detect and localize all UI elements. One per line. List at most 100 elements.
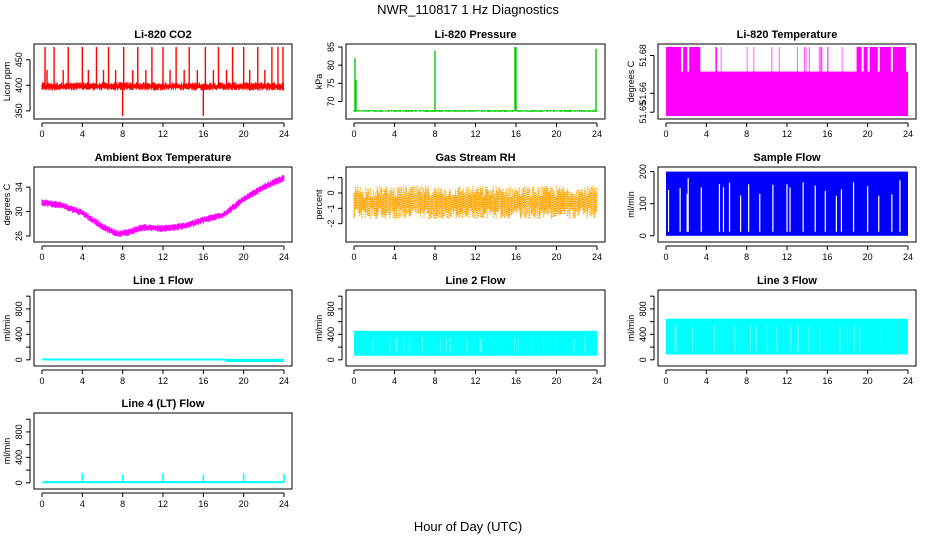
x-tick-label-ambient-0: 0	[39, 252, 44, 262]
x-tick-label-co2-2: 8	[120, 129, 125, 139]
panel-title-line2: Line 2 Flow	[446, 275, 506, 287]
x-tick-label-rh-2: 8	[432, 252, 437, 262]
panel-line4: Line 4 (LT) Flow ml/min 0 4 8 12 16 20 24 0 400 800	[2, 398, 293, 509]
x-axis-rh: 0 4 8 12 16 20 24	[351, 245, 602, 262]
y-tick-label-pressure-1: 75	[326, 78, 336, 88]
y-tick-label-pressure-3: 85	[326, 42, 336, 52]
y-tick-label-pressure-0: 70	[326, 96, 336, 106]
ylabel-rh: percent	[314, 189, 324, 220]
series-rh	[353, 185, 598, 219]
x-tick-label-line1-6: 24	[279, 376, 289, 386]
x-tick-label-line1-1: 4	[80, 376, 85, 386]
x-tick-label-ambient-1: 4	[80, 252, 85, 262]
y-tick-label-line4-4: 800	[14, 424, 24, 439]
x-axis-pressure: 0 4 8 12 16 20 24	[351, 122, 602, 139]
y-tick-label-pressure-2: 80	[326, 60, 336, 70]
y-tick-label-co2-1: 400	[14, 78, 24, 93]
y-tick-label-temperature-0: 51.65	[638, 101, 648, 124]
x-tick-label-line4-2: 8	[120, 499, 125, 509]
panel-title-sample: Sample Flow	[753, 152, 821, 164]
y-tick-label-temperature-2: 51.68	[638, 44, 648, 67]
x-tick-label-temperature-3: 12	[782, 129, 792, 139]
ylabel-line3: ml/min	[626, 315, 636, 342]
x-tick-label-ambient-3: 12	[158, 252, 168, 262]
frame-co2	[33, 43, 293, 120]
panel-title-co2: Li-820 CO2	[134, 29, 191, 41]
y-axis-ambient: 26 30 34	[14, 182, 31, 241]
y-tick-label-rh-3: 1	[326, 175, 336, 180]
frame-line1	[33, 289, 293, 367]
x-tick-label-pressure-0: 0	[351, 129, 356, 139]
x-tick-label-line2-0: 0	[351, 376, 356, 386]
x-tick-label-line2-5: 20	[551, 376, 561, 386]
x-tick-label-pressure-6: 24	[592, 129, 602, 139]
y-tick-label-line1-4: 800	[14, 301, 24, 316]
x-tick-label-line4-4: 16	[198, 499, 208, 509]
x-axis-line1: 0 4 8 12 16 20 24	[39, 369, 289, 386]
x-tick-label-line3-4: 16	[822, 376, 832, 386]
panel-line1: Line 1 Flow ml/min 0 4 8 12 16 20 24 0 400 800	[2, 275, 293, 386]
y-axis-co2: 350 400 450	[14, 52, 31, 118]
y-tick-label-line1-2: 400	[14, 327, 24, 342]
x-tick-label-sample-3: 12	[782, 252, 792, 262]
series-line3	[666, 318, 908, 355]
y-axis-rh: -2 -1 0 1	[326, 175, 343, 228]
x-tick-label-sample-0: 0	[663, 252, 668, 262]
ylabel-ambient: degrees C	[2, 183, 12, 225]
flow-band-line2-0	[354, 330, 597, 356]
frame-line2	[345, 289, 606, 367]
y-tick-label-temperature-1: 51.66	[638, 82, 648, 105]
panel-line3: Line 3 Flow ml/min 0 4 8 12 16 20 24 0 400 800	[626, 275, 917, 386]
series-sample	[666, 171, 908, 236]
x-tick-label-line2-1: 4	[392, 376, 397, 386]
x-tick-label-sample-6: 24	[903, 252, 913, 262]
block-temperature-3	[715, 47, 717, 73]
y-tick-label-line4-2: 400	[14, 450, 24, 465]
x-tick-label-line4-6: 24	[279, 499, 289, 509]
series-line2	[354, 330, 597, 356]
series-ambient	[41, 175, 285, 237]
ylabel-co2: Licor ppm	[2, 62, 12, 102]
panel-line2: Line 2 Flow ml/min 0 4 8 12 16 20 24 0 400 800	[314, 275, 606, 386]
series-temperature	[666, 47, 908, 116]
y-tick-label-co2-2: 450	[14, 52, 24, 67]
x-tick-label-line3-3: 12	[782, 376, 792, 386]
x-tick-label-line3-5: 20	[863, 376, 873, 386]
x-tick-label-pressure-1: 4	[392, 129, 397, 139]
y-tick-label-line2-0: 0	[326, 357, 336, 362]
x-tick-label-line1-2: 8	[120, 376, 125, 386]
y-axis-pressure: 70 75 80 85	[326, 42, 343, 106]
x-tick-label-rh-0: 0	[351, 252, 356, 262]
y-axis-line3: 0 400 800	[638, 295, 655, 362]
panel-sample: Sample Flow ml/min 0 4 8 12 16 20 24 0 100 200	[626, 152, 917, 262]
y-tick-label-rh-0: -2	[326, 220, 336, 228]
x-tick-label-rh-1: 4	[392, 252, 397, 262]
x-tick-label-co2-1: 4	[80, 129, 85, 139]
frame-ambient	[33, 166, 293, 243]
x-tick-label-ambient-2: 8	[120, 252, 125, 262]
flow-band-line1-1	[225, 358, 284, 363]
x-tick-label-rh-5: 20	[551, 252, 561, 262]
x-tick-label-line1-0: 0	[39, 376, 44, 386]
x-tick-label-line3-6: 24	[903, 376, 913, 386]
ylabel-line1: ml/min	[2, 315, 12, 342]
series-pressure	[353, 47, 598, 112]
block-temperature-5	[856, 47, 862, 73]
y-tick-label-line2-2: 400	[326, 327, 336, 342]
panel-temperature: Li-820 Temperature degrees C 0 4 8 12 16 20 24 51…	[626, 29, 917, 139]
panel-title-pressure: Li-820 Pressure	[435, 29, 517, 41]
x-tick-label-temperature-0: 0	[663, 129, 668, 139]
frame-line4	[33, 412, 293, 490]
x-axis-sample: 0 4 8 12 16 20 24	[663, 245, 913, 262]
series-line1	[42, 358, 284, 363]
x-tick-label-pressure-4: 16	[511, 129, 521, 139]
flow-band-line1-0	[42, 358, 226, 361]
x-tick-label-line4-5: 20	[239, 499, 249, 509]
series-co2	[41, 47, 284, 116]
y-axis-line2: 0 400 800	[326, 295, 343, 362]
x-tick-label-temperature-4: 16	[822, 129, 832, 139]
x-tick-label-pressure-2: 8	[432, 129, 437, 139]
